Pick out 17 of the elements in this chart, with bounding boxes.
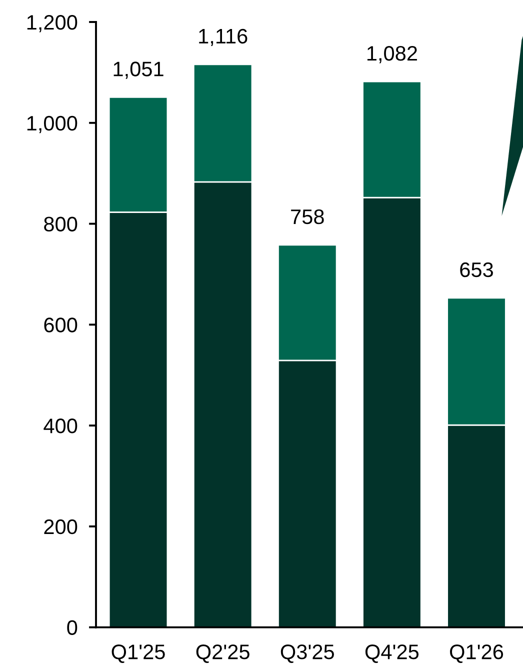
total-label: 1,051 (114, 62, 164, 79)
x-tick-label: Q3'25 (280, 644, 334, 663)
total-label: 758 (291, 209, 324, 224)
total-label: 653 (460, 262, 493, 278)
y-tick-label: 0 (67, 620, 78, 636)
total-label: 1,116 (199, 28, 248, 46)
x-tick-label: Q1'25 (112, 644, 165, 663)
total-label: 1,082 (367, 46, 417, 64)
y-tick-label: 800 (44, 216, 78, 232)
x-tick-label: Q4'25 (365, 644, 419, 663)
y-tick-label: 200 (44, 519, 78, 534)
y-tick-label: 1,000 (27, 116, 78, 134)
x-tick-label: Q1'26 (450, 644, 504, 663)
x-tick-label: Q2'25 (196, 644, 250, 663)
y-tick-label: 600 (44, 318, 78, 332)
y-tick-label: 400 (44, 418, 78, 434)
y-tick-label: 1,200 (27, 15, 78, 32)
